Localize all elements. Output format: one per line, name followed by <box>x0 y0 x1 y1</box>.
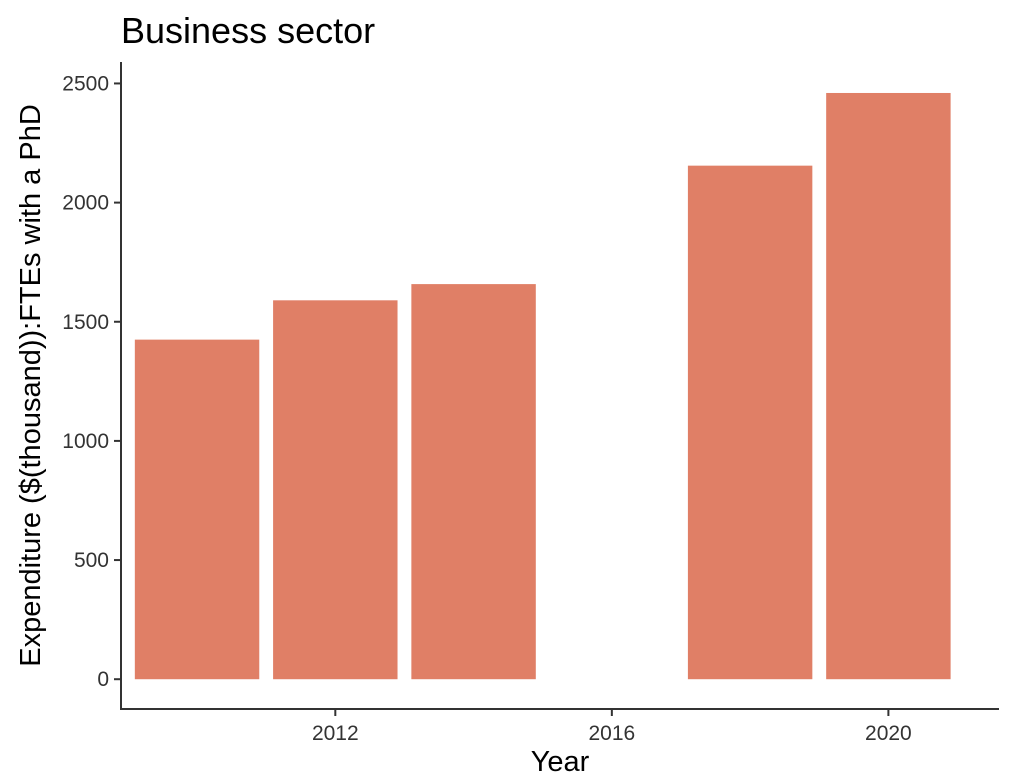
bar-2012 <box>273 300 398 680</box>
bar-2014 <box>411 284 536 680</box>
x-tick-label: 2016 <box>588 722 635 745</box>
y-tick-label: 2500 <box>62 72 109 95</box>
x-tick-label: 2012 <box>312 722 359 745</box>
x-axis-title: Year <box>531 746 590 776</box>
bar-2018 <box>687 165 813 680</box>
y-tick-label: 2000 <box>62 192 109 215</box>
y-tick-label: 500 <box>74 549 109 572</box>
y-axis-title: Expenditure ($(thousand)):FTEs with a Ph… <box>15 104 47 667</box>
x-tick-label: 2020 <box>865 722 912 745</box>
y-axis-ticks: 0 500 1000 1500 2000 2500 <box>62 72 121 691</box>
chart-title: Business sector <box>121 10 375 51</box>
bars-group <box>134 92 951 680</box>
y-tick-label: 1500 <box>62 311 109 334</box>
bar-2020 <box>826 92 951 680</box>
bar-2010 <box>134 339 260 680</box>
x-axis-ticks: 2012 2016 2020 <box>312 709 912 745</box>
y-tick-label: 1000 <box>62 430 109 453</box>
y-tick-label: 0 <box>97 668 109 691</box>
